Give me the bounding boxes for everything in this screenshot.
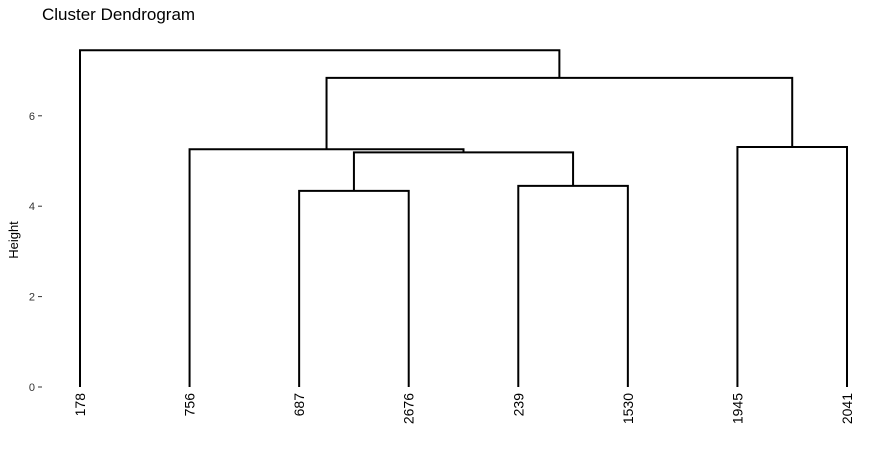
leaf-label: 239 [510, 393, 526, 417]
leaf-label: 178 [72, 393, 88, 417]
y-tick-label: 4 [29, 201, 35, 213]
y-tick-label: 6 [29, 111, 35, 123]
dendrogram-merge-m7 [79, 49, 561, 387]
leaf-label: 756 [182, 393, 198, 417]
dendrogram-tree [79, 49, 848, 387]
dendrogram-merge-m1 [298, 189, 410, 387]
dendrogram-merge-m4 [188, 148, 465, 387]
leaf-label: 2041 [839, 393, 855, 424]
leaf-label: 687 [291, 393, 307, 417]
leaf-label: 1945 [729, 393, 745, 424]
leaf-labels: 178 756 687 2676 239 1530 1945 2041 [72, 393, 855, 424]
y-tick-label: 0 [29, 382, 35, 394]
y-tick-label: 2 [29, 292, 35, 304]
dendrogram-merge-m5 [736, 145, 848, 387]
y-axis-title: Height [6, 221, 21, 259]
dendrogram-merge-m6 [325, 76, 794, 150]
dendrogram-merge-m2 [517, 184, 629, 387]
leaf-label: 1530 [620, 393, 636, 424]
leaf-label: 2676 [401, 393, 417, 424]
chart-title: Cluster Dendrogram [42, 5, 196, 24]
y-axis: 0 2 4 6 [29, 111, 42, 394]
